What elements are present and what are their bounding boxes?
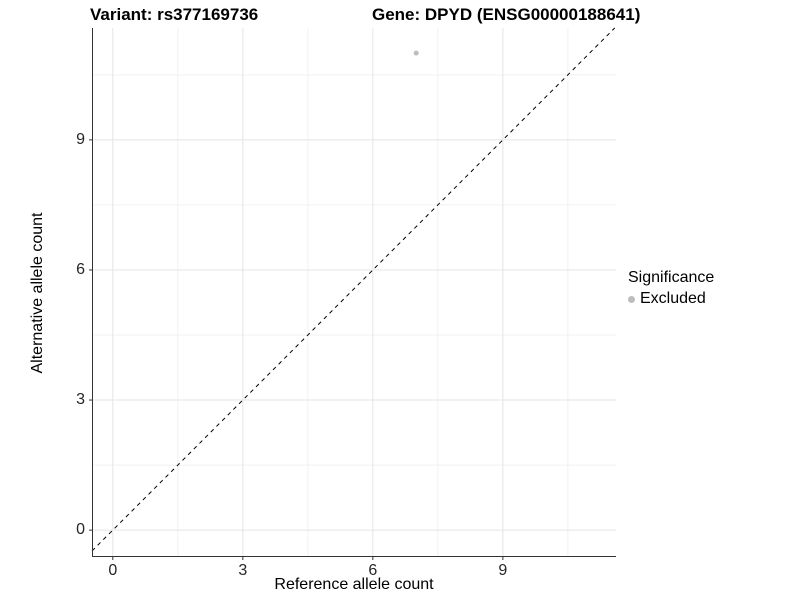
legend-item-label: Excluded	[640, 290, 706, 307]
y-tick-label: 3	[76, 391, 85, 409]
identity-line	[91, 27, 616, 552]
x-tick-label: 3	[238, 562, 248, 579]
x-tick-label: 0	[108, 562, 118, 579]
variant-title: Variant: rs377169736	[90, 5, 259, 24]
legend-title: Significance	[628, 269, 715, 286]
data-point	[413, 50, 419, 56]
legend: Significance Excluded	[628, 269, 714, 308]
x-tick-label: 6	[368, 562, 378, 579]
legend-items: Excluded	[628, 290, 714, 308]
x-tick-label: 9	[498, 562, 508, 579]
y-tick-label: 9	[76, 130, 85, 148]
y-axis-title: Alternative allele count	[29, 212, 46, 373]
plot-panel	[89, 27, 616, 560]
y-tick-label: 6	[76, 260, 85, 278]
plot-canvas	[89, 27, 616, 560]
x-axis-title: Reference allele count	[274, 576, 434, 593]
gene-title: Gene: DPYD (ENSG00000188641)	[372, 5, 641, 24]
legend-point-icon	[628, 295, 635, 303]
legend-item: Excluded	[628, 290, 714, 308]
y-tick-label: 0	[76, 521, 85, 539]
